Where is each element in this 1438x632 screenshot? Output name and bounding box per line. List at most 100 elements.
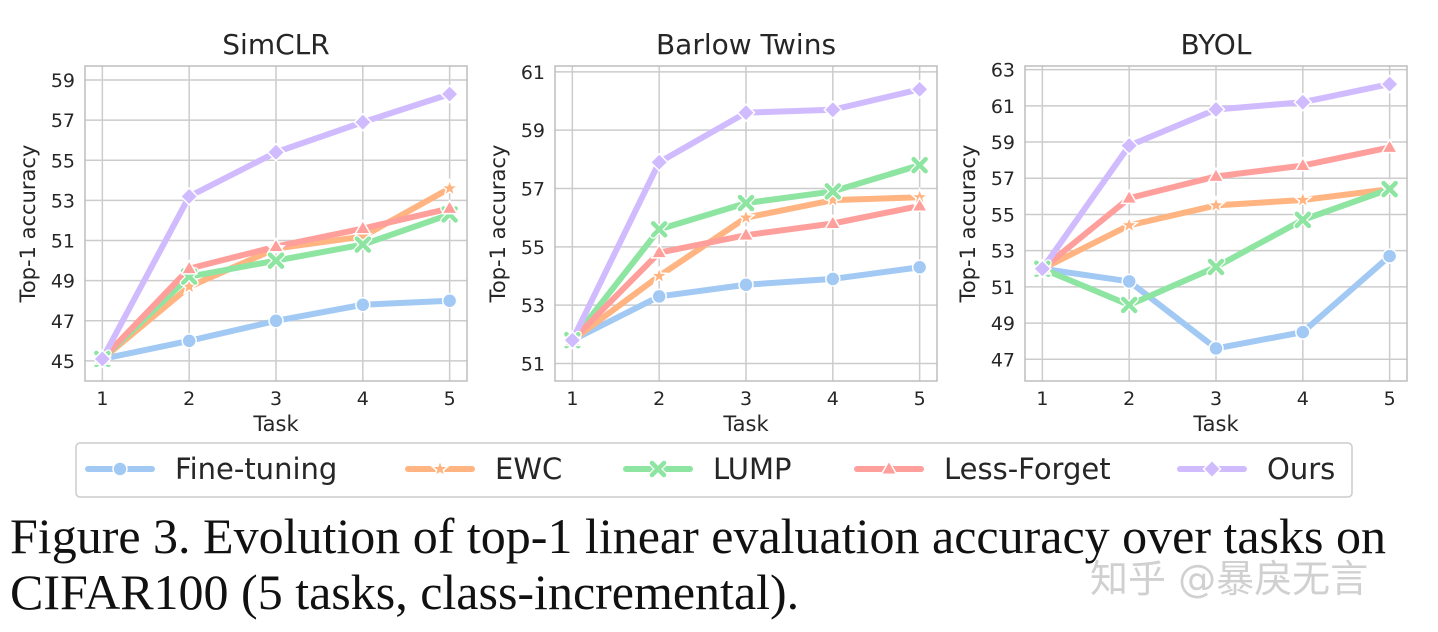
data-point-lump (1380, 179, 1400, 199)
data-point-less-forget (823, 213, 842, 230)
x-tick-label: 4 (1297, 388, 1309, 410)
data-point-lump (823, 181, 843, 201)
y-tick-label: 45 (51, 351, 75, 373)
data-point-fine-tuning (1295, 324, 1311, 340)
legend: Fine-tuning EWC LUMP Less-Forget Ours (75, 442, 1353, 498)
chart-title: Barlow Twins (656, 28, 836, 61)
data-point-ours (562, 330, 582, 350)
data-point-less-forget (1120, 188, 1139, 205)
data-point-less-forget (910, 196, 929, 212)
y-tick-label: 51 (991, 277, 1015, 299)
data-point-ours (440, 84, 460, 104)
x-tick-label: 2 (653, 388, 665, 410)
legend-label: Less-Forget (944, 452, 1111, 486)
x-tick-label: 1 (566, 388, 578, 410)
y-tick-label: 61 (521, 62, 545, 84)
legend-label: EWC (495, 452, 562, 486)
x-axis-label: Task (722, 412, 769, 436)
legend-item-fine-tuning: Fine-tuning (85, 452, 337, 486)
data-point-ours (266, 142, 286, 162)
data-point-ewc (1119, 214, 1140, 234)
plot-frame (84, 65, 468, 382)
chart-barlow-twins: 51 53 55 57 59 61 1 2 3 4 5 Barlow Twins Task Top-1 a… (486, 28, 938, 436)
y-tick-label: 53 (51, 190, 75, 212)
data-point-lump (1293, 210, 1313, 230)
data-point-less-forget (180, 259, 199, 275)
data-point-ours (736, 103, 756, 123)
data-point-fine-tuning (1381, 248, 1398, 264)
x-tick-label: 3 (1210, 388, 1222, 410)
data-point-lump (266, 251, 286, 271)
data-point-fine-tuning (738, 277, 754, 293)
data-point-ours (353, 112, 373, 132)
x-tick-label: 4 (827, 388, 839, 410)
x-tick-label: 2 (183, 388, 195, 410)
legend-marker-less-forget (880, 459, 898, 475)
y-tick-label: 55 (51, 150, 75, 172)
data-point-less-forget (267, 237, 285, 253)
data-point-ours (1293, 92, 1313, 112)
legend-marker-ours (1202, 459, 1222, 479)
data-point-lump (1206, 257, 1226, 277)
x-tick-label: 2 (1123, 388, 1135, 410)
legend-label: Ours (1267, 452, 1335, 486)
data-point-ours (1380, 74, 1400, 94)
y-tick-label: 53 (991, 241, 1015, 263)
data-point-lump (736, 193, 756, 213)
data-point-less-forget (1380, 137, 1399, 154)
data-point-less-forget (1293, 156, 1312, 172)
data-point-less-forget (650, 243, 669, 259)
x-tick-label: 3 (270, 388, 282, 410)
data-point-ewc (735, 207, 757, 227)
data-point-ewc (649, 265, 670, 285)
watermark: 知乎 @暴戾无言 (1090, 557, 1369, 601)
y-tick-label: 49 (51, 271, 75, 293)
y-tick-label: 53 (521, 295, 545, 317)
x-tick-label: 5 (914, 388, 926, 410)
plot-frame (554, 65, 938, 382)
y-tick-label: 59 (991, 132, 1015, 154)
y-tick-label: 57 (521, 179, 545, 201)
data-point-fine-tuning (911, 259, 928, 275)
data-point-ours (649, 152, 669, 172)
data-point-ours (1119, 136, 1139, 156)
data-point-fine-tuning (651, 288, 667, 305)
data-point-fine-tuning (268, 313, 284, 329)
legend-item-ewc: EWC (405, 452, 562, 486)
chart-title: BYOL (1181, 28, 1252, 61)
data-point-fine-tuning (1208, 340, 1224, 357)
legend-marker-lump (648, 459, 668, 479)
y-tick-label: 63 (991, 60, 1015, 82)
y-tick-label: 61 (991, 96, 1015, 118)
data-point-fine-tuning (1121, 273, 1137, 290)
y-tick-label: 57 (991, 168, 1015, 190)
data-point-ewc (1205, 194, 1227, 214)
data-point-ours (92, 349, 112, 369)
data-point-ours (1206, 99, 1226, 120)
y-tick-label: 59 (51, 70, 75, 92)
plot-frame (1024, 65, 1408, 382)
data-point-ewc (439, 177, 460, 197)
x-tick-label: 1 (96, 388, 108, 410)
data-point-fine-tuning (181, 333, 197, 349)
x-tick-label: 5 (1384, 388, 1396, 410)
data-point-ours (1032, 259, 1052, 279)
data-point-less-forget (440, 198, 459, 215)
legend-item-lump: LUMP (623, 452, 791, 486)
legend-frame (75, 442, 1353, 498)
y-tick-label: 55 (521, 237, 545, 259)
x-axis-label: Task (252, 412, 299, 436)
y-tick-label: 51 (51, 231, 75, 253)
data-point-less-forget (1207, 166, 1225, 183)
data-point-fine-tuning (355, 297, 371, 313)
legend-label: Fine-tuning (175, 452, 337, 486)
y-tick-label: 57 (51, 110, 75, 132)
chart-title: SimCLR (222, 28, 329, 61)
data-point-less-forget (737, 225, 755, 242)
data-point-less-forget (353, 219, 372, 235)
data-point-fine-tuning (825, 271, 841, 287)
legend-marker-fine-tuning (112, 461, 128, 477)
legend-item-less-forget: Less-Forget (854, 452, 1111, 486)
